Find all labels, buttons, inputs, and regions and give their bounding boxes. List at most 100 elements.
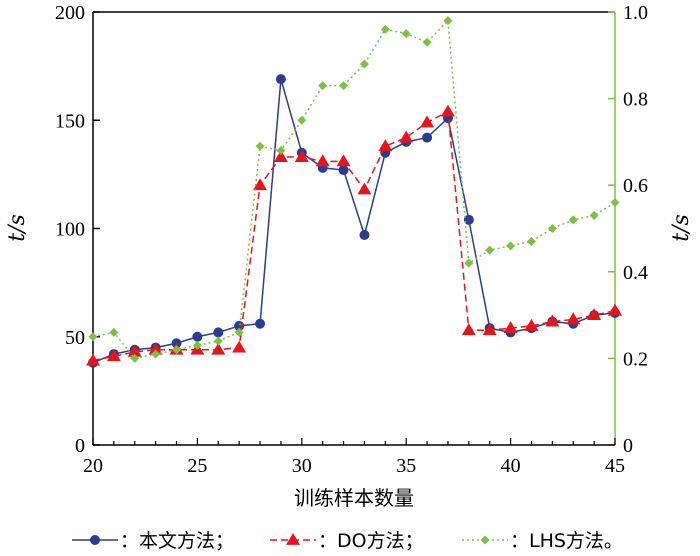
data-point: [255, 141, 265, 151]
x-tick-label: 40: [501, 455, 521, 477]
data-point: [440, 104, 455, 117]
data-point: [610, 198, 620, 208]
data-point: [357, 182, 372, 195]
data-point: [151, 349, 161, 359]
data-point: [232, 340, 247, 353]
x-tick-label: 45: [605, 455, 625, 477]
left-tick-label: 100: [55, 219, 85, 241]
left-tick-label: 150: [55, 110, 85, 132]
data-point: [213, 336, 223, 346]
series-line-1: [92, 110, 616, 362]
x-tick-label: 35: [396, 455, 416, 477]
data-point: [336, 154, 351, 167]
data-point: [503, 321, 518, 333]
left-y-axis-label-group: t/s: [5, 214, 30, 242]
data-point: [464, 258, 474, 268]
data-point: [566, 312, 581, 325]
left-tick-label: 50: [65, 327, 85, 349]
data-point: [275, 74, 286, 85]
data-point: [359, 229, 370, 240]
data-point: [401, 29, 411, 39]
data-point: [380, 24, 390, 34]
legend-label: ：DO方法；: [318, 530, 424, 552]
legend-swatch-marker: [286, 533, 300, 545]
data-point: [211, 342, 226, 355]
data-point: [482, 323, 497, 336]
left-y-axis: 0 50 100 150 200: [55, 2, 100, 457]
data-point: [276, 146, 286, 156]
legend-swatch-marker: [90, 535, 100, 545]
data-point: [422, 132, 433, 143]
legend-item-2: ：LHS方法。: [462, 530, 623, 552]
data-point: [172, 345, 182, 355]
data-point: [463, 214, 474, 225]
series-line-0: [92, 78, 616, 364]
left-tick-label: 0: [75, 435, 85, 457]
data-point: [338, 165, 349, 176]
x-axis: 20 25 30 35 40 45: [83, 438, 625, 477]
legend-item-0: ：本文方法；: [72, 530, 234, 552]
data-point: [378, 139, 393, 152]
right-y-axis: 0 0.2 0.4 0.6 0.8 1.0: [608, 2, 648, 457]
data-point: [86, 353, 100, 366]
data-point: [148, 342, 163, 355]
right-tick-label: 0.4: [623, 262, 648, 284]
data-point: [547, 224, 557, 233]
data-point: [587, 308, 602, 320]
data-point: [273, 150, 288, 162]
left-tick-label: 200: [55, 2, 85, 24]
data-point: [127, 344, 142, 357]
x-axis-label: 训练样本数量: [294, 486, 414, 510]
data-point: [568, 215, 578, 225]
x-tick-label: 30: [292, 455, 312, 477]
data-point: [422, 37, 432, 47]
right-tick-label: 1.0: [623, 2, 648, 24]
right-y-axis-label-group: t/s: [669, 214, 694, 242]
data-point: [485, 245, 495, 255]
data-point: [106, 349, 121, 362]
data-point: [318, 81, 328, 91]
right-y-axis-label: t/s: [669, 214, 694, 242]
right-tick-label: 0: [623, 435, 633, 457]
data-point: [399, 130, 414, 143]
data-point: [130, 353, 140, 363]
data-point: [255, 318, 266, 329]
data-point: [339, 81, 349, 91]
data-point: [359, 59, 369, 69]
data-point: [420, 115, 435, 128]
legend-swatch-marker: [480, 535, 490, 545]
data-point: [192, 340, 202, 350]
series-0: [88, 74, 620, 368]
data-point: [524, 318, 539, 331]
series-2: [88, 16, 620, 363]
legend: ：本文方法； ：DO方法； ：LHS方法。: [72, 530, 623, 552]
x-tick-label: 25: [187, 455, 207, 477]
data-point: [109, 327, 119, 337]
data-point: [608, 303, 622, 316]
right-tick-label: 0.6: [623, 175, 648, 197]
data-point: [526, 236, 536, 246]
left-y-axis-label: t/s: [5, 214, 30, 242]
legend-item-1: ：DO方法；: [270, 530, 424, 552]
legend-label: ：本文方法；: [120, 530, 234, 552]
x-tick-label: 20: [83, 455, 103, 477]
data-point: [294, 150, 309, 162]
data-point: [589, 211, 599, 221]
data-point: [297, 115, 307, 125]
series-line-2: [92, 18, 616, 360]
data-point: [443, 16, 453, 26]
right-tick-label: 0.2: [623, 348, 648, 370]
data-point: [545, 314, 560, 327]
data-point: [88, 332, 98, 342]
series-layer: [86, 16, 622, 368]
data-point: [315, 154, 330, 167]
data-point: [506, 241, 516, 251]
data-point: [192, 331, 203, 342]
right-tick-label: 0.8: [623, 89, 648, 111]
legend-label: ：LHS方法。: [510, 530, 623, 552]
data-point: [253, 178, 268, 191]
data-point: [461, 323, 476, 336]
data-point: [234, 327, 244, 337]
data-point: [213, 327, 224, 338]
